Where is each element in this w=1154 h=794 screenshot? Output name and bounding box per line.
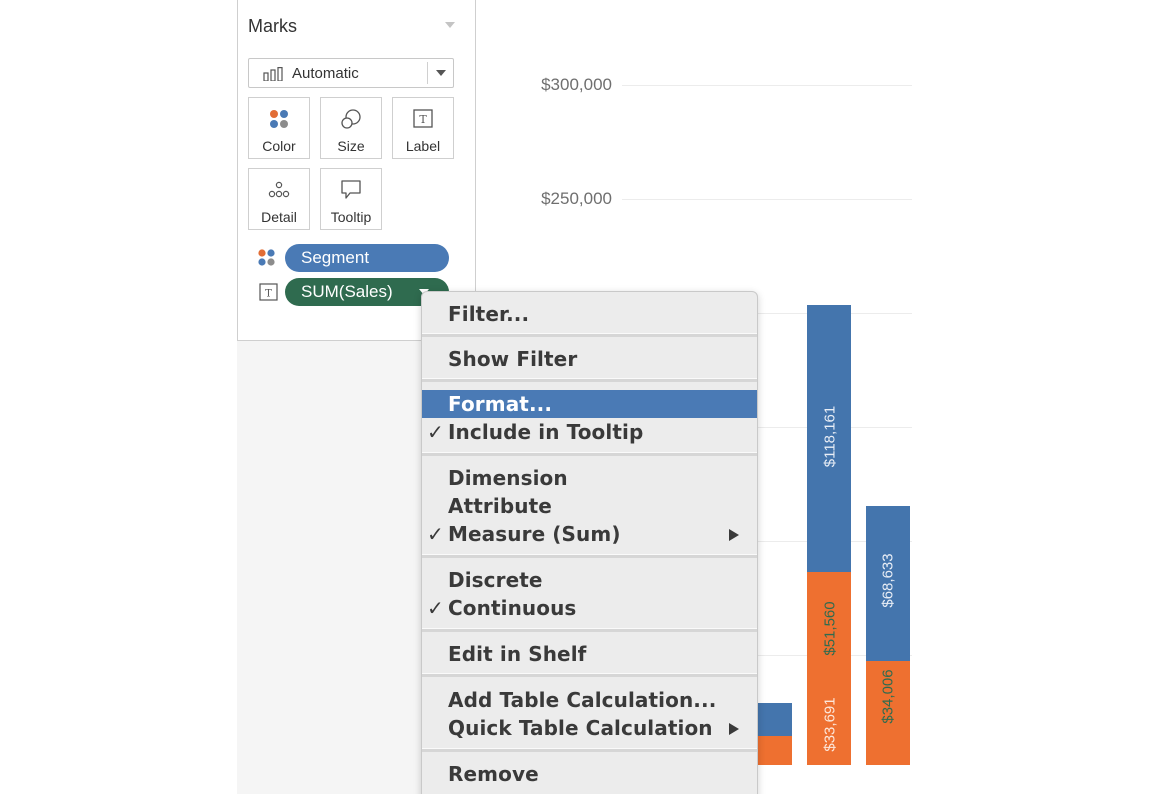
menu-item-continuous[interactable]: ✓ Continuous: [422, 594, 757, 622]
chevron-down-icon[interactable]: [436, 70, 446, 76]
menu-item-include-in-tooltip[interactable]: ✓ Include in Tooltip: [422, 418, 757, 446]
color-dots-icon: [270, 110, 288, 128]
svg-text:T: T: [419, 113, 427, 126]
bar-chart-icon: [263, 67, 283, 81]
gridline: [622, 655, 912, 656]
detail-button-label: Detail: [261, 209, 297, 225]
bar-segment-blue[interactable]: [866, 506, 910, 661]
menu-item-discrete[interactable]: Discrete: [448, 568, 543, 592]
menu-item-edit-in-shelf[interactable]: Edit in Shelf: [448, 642, 587, 666]
bar-segment-blue[interactable]: [807, 305, 851, 572]
marks-card-title: Marks: [248, 16, 297, 36]
segment-pill[interactable]: Segment: [285, 244, 449, 272]
menu-separator: [422, 378, 757, 382]
bar-data-label: $33,691: [821, 697, 839, 752]
menu-item-quick-table-calculation[interactable]: Quick Table Calculation: [422, 714, 757, 742]
mark-type-dropdown[interactable]: Automatic: [248, 58, 454, 88]
detail-button[interactable]: Detail: [248, 168, 310, 230]
checkmark-icon: ✓: [427, 420, 444, 444]
bar-segment-orange[interactable]: [866, 661, 910, 765]
checkmark-icon: ✓: [427, 522, 444, 546]
menu-separator: [422, 628, 757, 632]
bar-data-label: $34,006: [879, 669, 897, 724]
text-label-icon: T: [413, 109, 433, 128]
size-circles-icon: [341, 109, 361, 129]
checkmark-icon: ✓: [427, 596, 444, 620]
menu-separator: [422, 452, 757, 456]
size-button[interactable]: Size: [320, 97, 382, 159]
menu-separator: [422, 673, 757, 677]
dropdown-divider: [427, 62, 428, 84]
menu-separator: [422, 554, 757, 558]
label-button-label: Label: [405, 138, 441, 154]
menu-item-add-table-calculation[interactable]: Add Table Calculation...: [448, 688, 717, 712]
tooltip-button-label: Tooltip: [330, 209, 372, 225]
mark-type-label: Automatic: [292, 65, 359, 82]
bar-segment-orange[interactable]: [807, 572, 851, 765]
gridline: [622, 85, 912, 86]
gridline: [622, 313, 912, 314]
color-dots-icon: [258, 249, 275, 266]
bar-data-label: $51,560: [821, 601, 839, 656]
menu-item-attribute[interactable]: Attribute: [448, 494, 552, 518]
menu-item-filter[interactable]: Filter...: [448, 302, 530, 326]
menu-item-label: Continuous: [448, 596, 577, 620]
color-button-label: Color: [262, 138, 296, 154]
gridline: [622, 427, 912, 428]
y-axis-tick-label: $300,000: [541, 75, 612, 94]
menu-separator: [422, 333, 757, 337]
marks-card: Marks Automatic Color: [237, 0, 476, 341]
detail-dots-icon: [268, 181, 290, 198]
sum-sales-pill-label: SUM(Sales): [301, 282, 393, 301]
gridline: [622, 199, 912, 200]
svg-text:T: T: [265, 289, 272, 300]
menu-item-remove[interactable]: Remove: [448, 762, 539, 786]
y-axis-tick-label: $250,000: [541, 189, 612, 208]
text-label-icon: T: [259, 283, 278, 301]
menu-item-dimension[interactable]: Dimension: [448, 466, 568, 490]
size-button-label: Size: [337, 138, 365, 154]
menu-item-label: Quick Table Calculation: [448, 716, 713, 740]
color-button[interactable]: Color: [248, 97, 310, 159]
menu-separator: [422, 748, 757, 752]
bar-data-label: $68,633: [879, 553, 897, 608]
speech-bubble-icon: [341, 180, 361, 199]
menu-item-label: Measure (Sum): [448, 522, 621, 546]
menu-item-label: Include in Tooltip: [448, 420, 644, 444]
menu-item-show-filter[interactable]: Show Filter: [448, 347, 578, 371]
gridline: [622, 541, 912, 542]
submenu-arrow-icon: [729, 529, 739, 541]
label-button[interactable]: T Label: [392, 97, 454, 159]
tooltip-button[interactable]: Tooltip: [320, 168, 382, 230]
menu-item-measure[interactable]: ✓ Measure (Sum): [422, 520, 757, 548]
pill-context-menu: Filter... Show Filter Format... ✓ Includ…: [421, 291, 758, 794]
submenu-arrow-icon: [729, 723, 739, 735]
bar-data-label: $118,161: [821, 405, 839, 468]
menu-item-format[interactable]: Format...: [422, 390, 757, 418]
marks-card-menu-caret-icon[interactable]: [445, 22, 455, 28]
